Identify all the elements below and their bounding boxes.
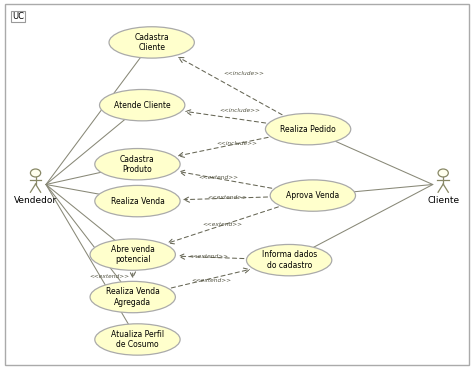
Text: Cadastra
Cliente: Cadastra Cliente [134,33,169,52]
Text: Atualiza Perfil
de Cosumo: Atualiza Perfil de Cosumo [111,330,164,349]
Circle shape [438,169,448,177]
Circle shape [30,169,41,177]
Text: <<extend>>: <<extend>> [208,195,247,200]
Ellipse shape [90,281,175,313]
Text: <<extend>>: <<extend>> [198,175,238,180]
Text: Abre venda
potencial: Abre venda potencial [111,245,155,264]
Ellipse shape [95,324,180,355]
Ellipse shape [270,180,356,211]
Text: <<extend>>: <<extend>> [191,278,231,283]
Text: UC: UC [12,12,24,21]
Ellipse shape [100,90,185,121]
Ellipse shape [246,245,332,276]
Text: Cadastra
Produto: Cadastra Produto [120,155,155,174]
Text: Cliente: Cliente [427,196,459,204]
Ellipse shape [95,185,180,217]
Ellipse shape [95,148,180,180]
Text: Realiza Venda: Realiza Venda [110,197,164,206]
Text: <<extend>>: <<extend>> [203,222,243,227]
Text: <<extend>>: <<extend>> [89,274,129,279]
Text: <<include>>: <<include>> [224,71,264,76]
Text: Aprova Venda: Aprova Venda [286,191,339,200]
Text: <<extend>>: <<extend>> [189,254,228,259]
Text: Informa dados
do cadastro: Informa dados do cadastro [262,251,317,270]
Text: Realiza Pedido: Realiza Pedido [280,125,336,134]
Text: <<include>>: <<include>> [219,108,260,113]
Text: Vendedor: Vendedor [14,196,57,204]
Ellipse shape [265,114,351,145]
Text: Realiza Venda
Agregada: Realiza Venda Agregada [106,287,160,307]
Text: Atende Cliente: Atende Cliente [114,101,171,110]
Ellipse shape [90,239,175,270]
Text: <<include>>: <<include>> [217,141,257,146]
Ellipse shape [109,27,194,58]
